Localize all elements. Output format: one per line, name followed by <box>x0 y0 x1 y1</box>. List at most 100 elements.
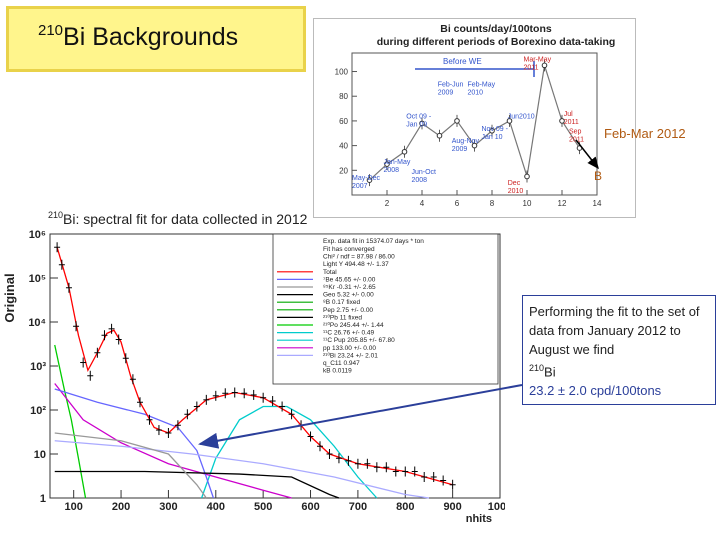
before-we-label: Before WE <box>443 57 482 66</box>
title-box <box>6 6 306 72</box>
annotation-label: May-Dec <box>352 175 381 182</box>
chart-title-line2: during different periods of Borexino dat… <box>377 36 616 48</box>
y-tick-label: 20 <box>339 166 348 175</box>
x-tick-label: 1000 <box>488 501 505 513</box>
data-point <box>366 177 373 183</box>
bi-counts-chart-svg: Bi counts/day/100tons during different p… <box>335 23 616 208</box>
annotation-label: 2011 <box>569 136 584 143</box>
y-tick-label: 10⁴ <box>28 317 46 329</box>
x-tick-label: 2 <box>385 199 390 208</box>
legend-entry: ⁷Be 45.65 +/- 0.00 <box>323 276 376 283</box>
x-tick-label: 600 <box>301 501 319 513</box>
y-tick-label: 80 <box>339 92 348 101</box>
data-point <box>471 142 478 149</box>
result-value: 23.2 ± 2.0 cpd/100tons <box>529 383 662 399</box>
annotation-label: Jun-Oct <box>412 169 437 176</box>
legend-title: Exp. data fit in 15374.07 days * ton <box>323 238 424 245</box>
spectrum-plot-area: Original 1 10 10² 10³ 10⁴ 10⁵ 10⁶ 100 200 300 400 50… <box>2 229 512 525</box>
result-bi-label: Bi <box>544 364 556 380</box>
annotation-label: Jan 10 <box>482 134 503 141</box>
subtitle-main: Bi: spectral fit for data collected in 2… <box>63 211 308 227</box>
annotation-label: 2009 <box>452 146 468 153</box>
annotation-label: Dec <box>508 180 521 187</box>
legend-entry: Pep 2.75 +/- 0.00 <box>323 307 373 314</box>
y-tick-label: 10⁵ <box>29 273 46 285</box>
annotation-label: 2011 <box>564 119 579 126</box>
y-tick-label: 10³ <box>30 361 46 373</box>
feb-mar-2012-callout: Feb-Mar 2012 <box>604 126 686 141</box>
x-tick-label: 500 <box>254 501 272 513</box>
legend-entry: ²¹⁰Pb 11 fixed <box>323 313 362 321</box>
y-tick-label: 60 <box>339 117 348 126</box>
annotation-label: Jan 09 <box>406 121 427 128</box>
annotation-label: Jan-May <box>384 159 411 166</box>
210bi-curve <box>54 440 430 499</box>
y-tick-label: 40 <box>339 142 348 151</box>
85kr-curve <box>54 432 207 499</box>
x-tick-label: 700 <box>349 501 367 513</box>
title-main: Bi Backgrounds <box>63 23 239 51</box>
data-point <box>576 145 583 151</box>
x-tick-label: 400 <box>207 501 225 513</box>
legend-entry: pp 133.00 +/- 0.00 <box>323 345 376 352</box>
result-description: Performing the fit to the set of data fr… <box>529 304 700 357</box>
annotation-label: Sep <box>569 128 582 135</box>
y-tick-label: 10² <box>30 405 46 417</box>
annotation-label: 2008 <box>412 177 428 184</box>
legend-entry: Light Y 494.48 +/- 1.37 <box>323 261 389 268</box>
data-point <box>559 118 565 124</box>
annotation-label: 2011 <box>524 65 539 72</box>
legend-entry: ⁸B 0.17 fixed <box>323 299 360 306</box>
annotation-label: Mar-May <box>524 57 552 64</box>
data-point <box>419 120 425 127</box>
chart-title-line1: Bi counts/day/100tons <box>440 23 552 35</box>
data-point <box>436 132 443 139</box>
legend-entry: ²¹⁰Po 245.44 +/- 1.44 <box>323 321 384 329</box>
x-tick-label: 300 <box>159 501 177 513</box>
slide-title: 210Bi Backgrounds <box>38 22 238 52</box>
subtitle-superscript: 210 <box>48 210 64 220</box>
annotation-label: Jun2010 <box>508 113 535 120</box>
annotation-label: Aug-Nov <box>452 138 480 145</box>
legend-entry: q_C11 0.947 <box>323 360 360 367</box>
annotation-label: Feb-May <box>468 81 496 88</box>
legend-entry: Fit has converged <box>323 246 375 253</box>
data-point <box>401 148 408 155</box>
annotation-label: 2008 <box>384 167 400 174</box>
x-tick-label: 6 <box>455 199 460 208</box>
legend-entry: ¹¹C Pup 205.85 +/- 67.80 <box>323 337 395 344</box>
data-point <box>541 62 548 69</box>
x-tick-label: 14 <box>593 199 602 208</box>
annotation-label: 2010 <box>508 188 524 195</box>
legend-entry: Chi² / ndf = 87.98 / 86.00 <box>323 254 395 261</box>
spectrum-fit-svg: Original 1 10 10² 10³ 10⁴ 10⁵ 10⁶ 100 200 300 400 50… <box>2 229 512 525</box>
annotation-label: 2007 <box>352 183 368 190</box>
geo-curve <box>54 470 340 499</box>
annotation-label: Feb-Jun <box>438 81 464 88</box>
title-superscript: 210 <box>38 22 64 39</box>
data-point <box>489 127 495 134</box>
annotation-label: Jul <box>564 111 573 118</box>
plot-frame <box>351 52 598 196</box>
annotation-label: 2010 <box>468 89 484 96</box>
legend-entry: ²¹⁰Bi 23.24 +/- 2.01 <box>323 351 378 359</box>
x-tick-label: 8 <box>490 199 495 208</box>
spectrum-fit-chart: Original 1 10 10² 10³ 10⁴ 10⁵ 10⁶ 100 200 300 400 50… <box>0 228 512 540</box>
legend-box <box>272 233 499 385</box>
result-text-box: Performing the fit to the set of data fr… <box>522 295 716 405</box>
y-tick-label: 10 <box>34 449 46 461</box>
data-point <box>524 173 530 180</box>
data-point <box>506 118 513 124</box>
result-superscript: 210 <box>529 363 545 373</box>
legend-entry: Geo 5.32 +/- 0.00 <box>323 292 374 299</box>
x-tick-label: 4 <box>420 199 425 208</box>
x-tick-label: 10 <box>523 199 532 208</box>
pp-curve <box>54 383 292 499</box>
legend-entry: kB 0.0119 <box>323 368 352 375</box>
x-tick-label: 900 <box>443 501 461 513</box>
annotation-label: 2009 <box>438 89 454 96</box>
spectral-fit-subtitle: 210Bi: spectral fit for data collected i… <box>48 210 307 227</box>
legend-entry: ⁸⁵Kr -0.31 +/- 2.65 <box>323 284 376 291</box>
x-tick-label: 12 <box>558 199 567 208</box>
